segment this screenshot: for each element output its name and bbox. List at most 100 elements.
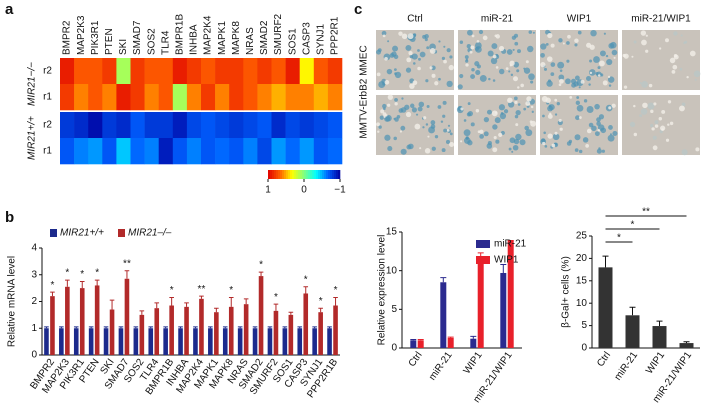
stain [492,124,498,130]
stain [384,134,391,141]
stain [514,114,519,119]
legend-label: miR-21 [494,239,527,250]
heatmap-cell [130,138,145,165]
error-bar [273,303,279,311]
stain [422,126,425,129]
stain [612,130,618,137]
stain [467,111,473,117]
cell [398,31,403,36]
stain [483,131,489,137]
heatmap-cell [186,58,202,85]
stain [603,32,606,35]
stain [680,34,683,37]
stain [401,97,404,100]
error-bar [228,296,234,307]
stain [382,103,387,109]
heatmap-cell [243,84,258,111]
stain [639,114,643,118]
colorbar-swatch [330,170,333,179]
cell [558,118,562,123]
heatmap-cell [158,112,174,139]
colorbar-swatch [296,170,299,179]
stain [574,148,579,152]
cell [550,43,555,48]
cell [427,135,430,138]
stain [652,135,657,140]
stain [588,83,591,86]
heatmap-cell [313,84,329,111]
stain [654,120,659,125]
stain [684,40,688,44]
stain [464,137,471,144]
error-bar [447,336,454,338]
colorbar-swatch [298,170,301,179]
error-bar [243,298,249,305]
bar [417,340,424,348]
cell [409,83,415,89]
cell [540,62,546,68]
cell [672,64,678,70]
cell [585,144,589,148]
stain [546,80,553,87]
heatmap-cell [229,112,244,139]
error-bar [282,326,288,329]
stain [530,80,534,84]
stain [498,68,505,75]
heatmap-cell [313,58,329,85]
y-axis-label: β-Gal+ cells (%) [561,256,572,328]
y-tick-label: 0 [581,343,587,354]
error-bar [148,326,154,329]
cell [554,131,558,135]
stain [492,79,496,82]
stain [430,124,436,129]
cell [558,83,562,87]
significance-label: ** [198,284,206,295]
heatmap-cell [172,84,188,111]
cell [387,94,394,100]
cell [645,49,649,53]
stain [554,113,558,116]
stain [467,29,473,36]
heatmap-cell [271,138,286,165]
cell [429,66,433,70]
legend-label: WIP1 [494,255,519,266]
heatmap-cell [285,58,300,85]
stain [513,96,518,101]
y-tick-label: 15 [386,227,398,238]
cell [385,114,388,117]
error-bar [629,306,636,316]
error-bar [312,326,317,329]
stain [470,122,475,127]
heatmap-cell [172,138,188,165]
cell [476,40,480,43]
heatmap-cell [285,138,300,165]
cell [469,50,473,54]
cell [622,53,626,58]
stain [470,74,476,80]
column-label: PTEN [104,28,115,55]
cell [640,30,647,36]
cell [654,124,659,128]
heatmap-cell [102,58,117,85]
stain [430,65,436,71]
stain [487,141,492,146]
heatmap-cell [201,112,216,139]
bar [470,338,477,348]
stain [392,45,399,52]
column-label: PIK3R1 [90,20,101,55]
colorbar-swatch [328,170,331,179]
heatmap-cell [186,138,202,165]
stain [594,131,600,137]
cell [477,130,481,133]
stain [483,116,490,123]
column-label: SYNJ1 [315,23,326,55]
stain [523,67,526,70]
stain [598,114,605,120]
error-bar [252,326,258,329]
cell [408,51,413,56]
stain [386,68,393,75]
heatmap-cell [116,112,131,139]
cell [598,60,605,67]
stain [486,109,492,115]
legend-label: MIR21–/– [128,228,172,239]
